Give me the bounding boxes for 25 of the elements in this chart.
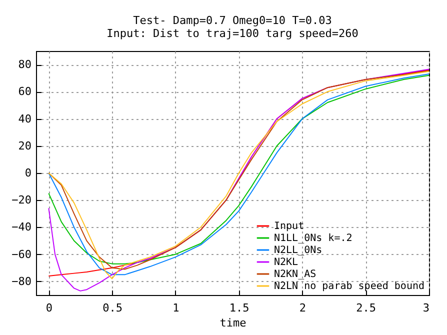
y-tick-label: 80 (18, 58, 32, 72)
legend-label: N2LN no parab speed bound (274, 281, 425, 292)
y-tick-label: 40 (18, 112, 32, 126)
x-tick-label: 1 (172, 302, 180, 314)
x-axis-title: time (220, 316, 246, 330)
y-tick-label: −40 (12, 220, 32, 234)
y-tick-label: −80 (12, 274, 32, 288)
x-tick-label: 2 (299, 302, 306, 314)
legend-label: N2KL (274, 257, 298, 268)
y-tick-label: −60 (12, 248, 32, 261)
legend-label: N2LL_0Ns (274, 245, 322, 256)
x-tick-label: 0 (46, 302, 52, 314)
chart-title: Test- Damp=0.7 Omeg0=10 T=0.03 (133, 14, 332, 27)
x-tick-label: 1.5 (229, 302, 250, 314)
y-tick-label: −20 (12, 194, 32, 207)
y-tick-label: 20 (18, 139, 32, 152)
legend-label: N1LL_0Ns k=.2 (274, 233, 352, 244)
y-tick-label: 60 (18, 85, 32, 98)
x-tick-label: 3 (422, 302, 430, 314)
y-tick-label: 0 (24, 166, 32, 180)
legend-label: N2KN_AS (274, 269, 316, 280)
chart-subtitle: Input: Dist to traj=100 targ speed=260 (106, 27, 358, 40)
x-tick-label: 2.5 (356, 302, 376, 314)
x-tick-label: 0.5 (102, 302, 122, 314)
legend-label: Input (274, 221, 304, 232)
